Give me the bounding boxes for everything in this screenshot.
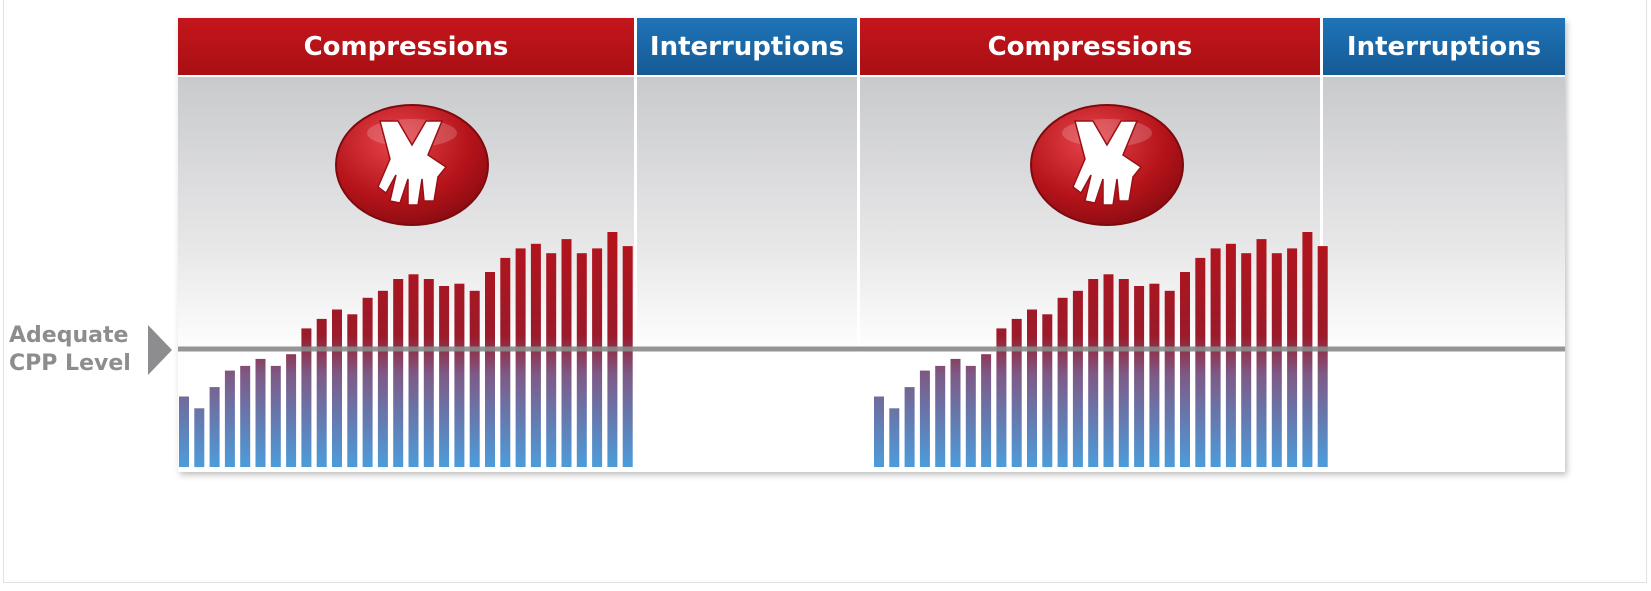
bar-2-8 — [981, 354, 992, 467]
threshold-label: Adequate CPP Level — [9, 322, 131, 378]
bar-2-15 — [1088, 279, 1099, 467]
bar-1-23 — [515, 248, 526, 467]
bar-1-26 — [561, 239, 572, 467]
bar-1-8 — [286, 354, 297, 467]
bar-1-19 — [454, 283, 465, 467]
bar-1-28 — [592, 248, 603, 467]
hands-cpr-icon — [1030, 104, 1184, 226]
bar-2-16 — [1103, 274, 1114, 467]
bar-1-15 — [393, 279, 404, 467]
bar-2-4 — [919, 370, 930, 467]
bar-1-20 — [469, 290, 480, 468]
threshold-label-line1: Adequate — [9, 323, 129, 348]
bar-1-17 — [423, 279, 434, 467]
bar-1-14 — [377, 290, 388, 468]
phase-divider — [1320, 18, 1323, 472]
bar-2-24 — [1225, 243, 1236, 468]
bar-2-25 — [1241, 253, 1252, 467]
phase-header-compressions-2: Compressions — [860, 18, 1320, 75]
bar-2-14 — [1072, 290, 1083, 468]
bar-1-11 — [332, 309, 342, 467]
bar-1-10 — [316, 318, 327, 467]
bar-2-20 — [1164, 290, 1175, 468]
phase-header-interruptions-1: Interruptions — [637, 18, 857, 75]
phase-header-interruptions-2: Interruptions — [1323, 18, 1565, 75]
phase-divider — [634, 18, 637, 472]
bar-1-3 — [209, 387, 220, 467]
bar-1-27 — [576, 253, 587, 467]
bar-2-11 — [1027, 309, 1037, 467]
threshold-label-line2: CPP Level — [9, 351, 131, 376]
bar-2-12 — [1042, 314, 1053, 468]
bar-1-13 — [362, 297, 373, 467]
hands-cpr-icon — [335, 104, 489, 226]
bar-2-26 — [1256, 239, 1267, 467]
phase-header-compressions-1: Compressions — [178, 18, 634, 75]
threshold-pointer-arrow — [148, 325, 172, 375]
phase-divider — [857, 18, 860, 472]
bar-1-22 — [500, 257, 511, 467]
bar-1-30 — [622, 246, 633, 467]
bar-2-5 — [935, 365, 946, 467]
bar-2-10 — [1011, 318, 1022, 467]
bar-2-21 — [1180, 272, 1190, 467]
bar-1-5 — [240, 365, 251, 467]
bar-2-22 — [1195, 257, 1206, 467]
bar-2-17 — [1118, 279, 1129, 467]
bar-1-2 — [194, 408, 205, 468]
bar-2-6 — [950, 358, 961, 467]
figure-frame — [3, 0, 1647, 583]
bar-1-18 — [439, 286, 450, 467]
bar-2-3 — [904, 387, 915, 467]
bar-2-28 — [1287, 248, 1298, 467]
bar-1-4 — [224, 370, 235, 467]
bar-1-9 — [301, 328, 312, 467]
bar-1-25 — [546, 253, 557, 467]
bar-1-6 — [255, 358, 266, 467]
phase-body-interruptions-2 — [1323, 77, 1565, 472]
bar-2-9 — [996, 328, 1007, 467]
bar-2-23 — [1210, 248, 1221, 467]
bar-1-1 — [179, 396, 189, 467]
bar-2-7 — [965, 365, 976, 467]
bar-2-13 — [1057, 297, 1068, 467]
phase-body-interruptions-1 — [637, 77, 857, 472]
bar-2-27 — [1271, 253, 1282, 467]
bar-1-7 — [270, 365, 281, 467]
bar-2-30 — [1317, 246, 1328, 467]
bar-2-1 — [874, 396, 884, 467]
bar-1-24 — [530, 243, 541, 468]
bar-1-16 — [408, 274, 419, 467]
bar-2-18 — [1134, 286, 1145, 467]
bar-2-2 — [889, 408, 900, 468]
bar-1-12 — [347, 314, 358, 468]
bar-1-21 — [485, 272, 495, 467]
bar-2-19 — [1149, 283, 1160, 467]
